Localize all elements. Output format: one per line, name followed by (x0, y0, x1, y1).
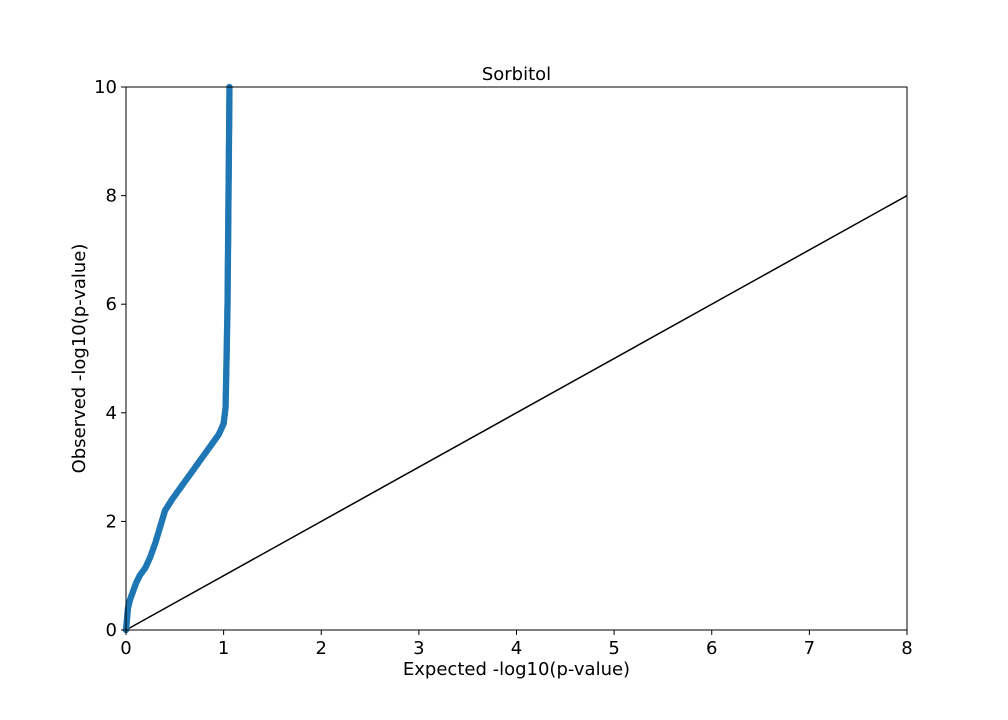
x-tick-label: 4 (511, 638, 522, 659)
y-tick-label: 2 (106, 511, 117, 532)
x-tick-label: 3 (413, 638, 424, 659)
y-tick-label: 0 (106, 620, 117, 641)
y-tick-label: 8 (106, 186, 117, 207)
reference-diagonal-line (125, 194, 908, 631)
y-tick-label: 6 (106, 294, 117, 315)
x-tick-label: 8 (901, 638, 912, 659)
y-axis-label: Observed -log10(p-value) (69, 244, 90, 474)
x-tick-label: 5 (608, 638, 619, 659)
observed-points (122, 83, 233, 634)
y-tick-label: 4 (106, 403, 117, 424)
plot-frame (125, 86, 908, 631)
x-axis-label: Expected -log10(p-value) (403, 659, 630, 680)
x-tick-label: 6 (706, 638, 717, 659)
x-tick-label: 1 (218, 638, 229, 659)
y-axis-ticks: 0 2 4 6 8 10 (94, 77, 126, 641)
y-tick-label: 10 (94, 77, 117, 98)
chart-title: Sorbitol (482, 64, 551, 85)
x-tick-label: 2 (316, 638, 327, 659)
plot-marks (122, 83, 908, 634)
x-axis-ticks: 0 1 2 3 4 5 6 7 8 (120, 630, 913, 659)
x-tick-label: 0 (120, 638, 131, 659)
x-tick-label: 7 (804, 638, 815, 659)
